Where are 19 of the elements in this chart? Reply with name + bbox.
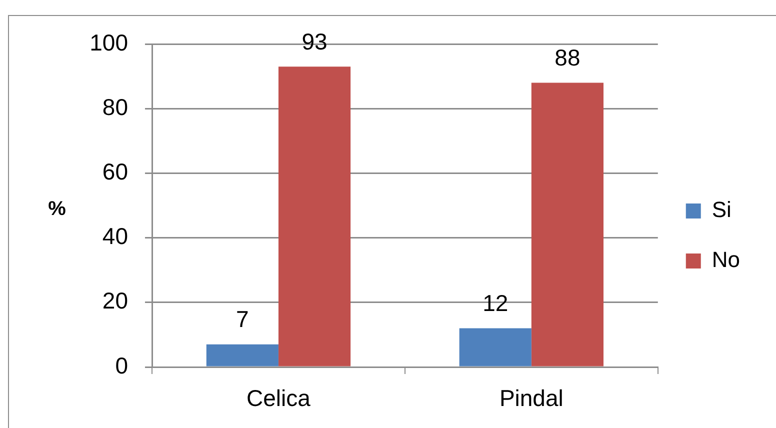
y-tick-label: 80 <box>102 94 128 120</box>
y-tick-label: 100 <box>90 29 128 56</box>
data-label: 12 <box>482 290 508 316</box>
x-tick-label: Pindal <box>499 385 564 412</box>
x-tick-label: Celica <box>246 385 311 412</box>
y-tick-label: 0 <box>115 352 128 378</box>
bar <box>531 82 604 366</box>
legend-label: Si <box>712 197 732 222</box>
data-label: 88 <box>554 44 580 71</box>
y-tick-label: 20 <box>102 288 128 314</box>
y-tick-label: 60 <box>102 158 128 185</box>
legend-label: No <box>712 247 740 272</box>
bar <box>459 328 532 366</box>
bar <box>206 344 278 366</box>
bar <box>278 66 351 366</box>
data-label: 93 <box>302 28 328 54</box>
y-axis-title: % <box>48 198 66 220</box>
data-label: 7 <box>236 306 249 332</box>
y-tick-label: 40 <box>102 223 128 250</box>
